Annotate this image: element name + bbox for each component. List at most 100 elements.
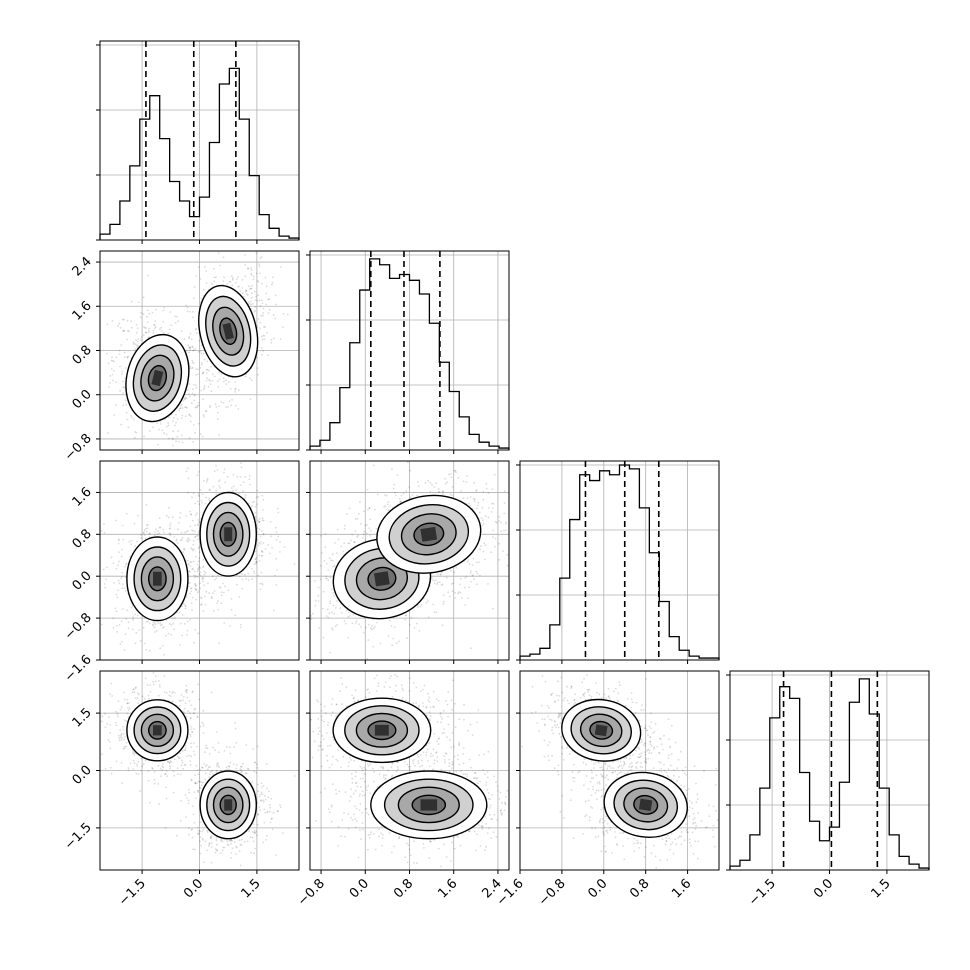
sample-point — [259, 321, 262, 324]
sample-point — [320, 552, 323, 554]
sample-point — [159, 622, 162, 625]
sample-point — [130, 415, 133, 417]
sample-point — [257, 294, 260, 297]
sample-point — [269, 521, 272, 523]
sample-point — [174, 322, 177, 324]
sample-point — [208, 497, 211, 500]
sample-point — [197, 519, 200, 521]
sample-point — [144, 698, 146, 700]
sample-point — [203, 385, 206, 388]
sample-point — [128, 330, 130, 333]
sample-point — [137, 692, 140, 694]
sample-point — [191, 519, 194, 522]
sample-point — [244, 254, 247, 256]
sample-point — [215, 493, 218, 496]
sample-point — [126, 418, 129, 421]
sample-point — [436, 573, 439, 575]
sample-point — [137, 514, 139, 517]
sample-point — [219, 264, 222, 267]
sample-point — [224, 585, 226, 588]
sample-point — [153, 770, 156, 773]
sample-point — [444, 477, 447, 480]
sample-point — [118, 349, 121, 352]
sample-point — [124, 736, 126, 738]
sample-point — [455, 471, 457, 474]
sample-point — [162, 309, 165, 312]
sample-point — [128, 540, 131, 543]
sample-point — [210, 365, 213, 368]
sample-point — [453, 571, 455, 574]
sample-point — [199, 571, 202, 574]
sample-point — [230, 487, 233, 489]
sample-point — [367, 639, 370, 641]
sample-point — [194, 583, 197, 585]
sample-point — [118, 582, 121, 585]
sample-point — [201, 597, 203, 599]
sample-point — [153, 324, 156, 326]
sample-point — [217, 252, 220, 255]
sample-point — [248, 478, 251, 481]
sample-point — [333, 595, 335, 597]
sample-point — [398, 640, 400, 643]
sample-point — [467, 502, 470, 505]
histogram-1 — [309, 258, 510, 450]
sample-point — [162, 321, 165, 323]
sample-point — [261, 494, 263, 497]
sample-point — [127, 426, 130, 429]
sample-point — [109, 723, 112, 726]
sample-point — [104, 726, 107, 728]
sample-point — [168, 694, 171, 697]
sample-point — [197, 373, 199, 375]
sample-point — [126, 609, 129, 612]
sample-point — [261, 551, 264, 553]
sample-point — [236, 475, 239, 478]
sample-point — [262, 519, 265, 522]
sample-point — [125, 618, 128, 620]
sample-point — [120, 620, 123, 623]
sample-point — [329, 576, 332, 579]
sample-point — [328, 612, 331, 615]
sample-point — [262, 314, 264, 317]
sample-point — [192, 349, 195, 352]
sample-point — [502, 550, 505, 552]
sample-point — [123, 738, 125, 741]
sample-point — [175, 413, 177, 416]
sample-point — [332, 604, 335, 607]
sample-point — [197, 368, 199, 371]
sample-point — [247, 293, 249, 296]
sample-point — [187, 344, 190, 346]
sample-point — [117, 734, 120, 737]
sample-point — [363, 530, 365, 533]
sample-point — [262, 334, 265, 337]
sample-point — [134, 642, 137, 645]
sample-point — [272, 276, 274, 279]
sample-point — [205, 372, 208, 374]
sample-point — [196, 534, 199, 537]
sample-point — [168, 532, 171, 535]
sample-point — [110, 359, 113, 362]
sample-point — [147, 694, 150, 697]
sample-point — [197, 560, 200, 563]
sample-point — [255, 295, 257, 298]
sample-point — [270, 535, 272, 538]
sample-point — [454, 597, 457, 599]
sample-point — [183, 707, 186, 710]
sample-point — [157, 783, 160, 785]
sample-point — [146, 523, 149, 526]
sample-point — [492, 536, 494, 538]
sample-point — [487, 516, 490, 519]
sample-point — [470, 647, 472, 649]
sample-point — [254, 505, 257, 508]
sample-point — [200, 604, 202, 606]
sample-point — [258, 517, 261, 520]
sample-point — [202, 558, 205, 561]
sample-point — [145, 530, 148, 533]
sample-point — [314, 580, 316, 582]
sample-point — [206, 477, 209, 480]
sample-point — [262, 533, 265, 536]
sample-point — [329, 600, 331, 603]
sample-point — [498, 516, 501, 518]
sample-point — [224, 481, 227, 484]
sample-point — [197, 683, 199, 686]
sample-point — [367, 508, 369, 511]
